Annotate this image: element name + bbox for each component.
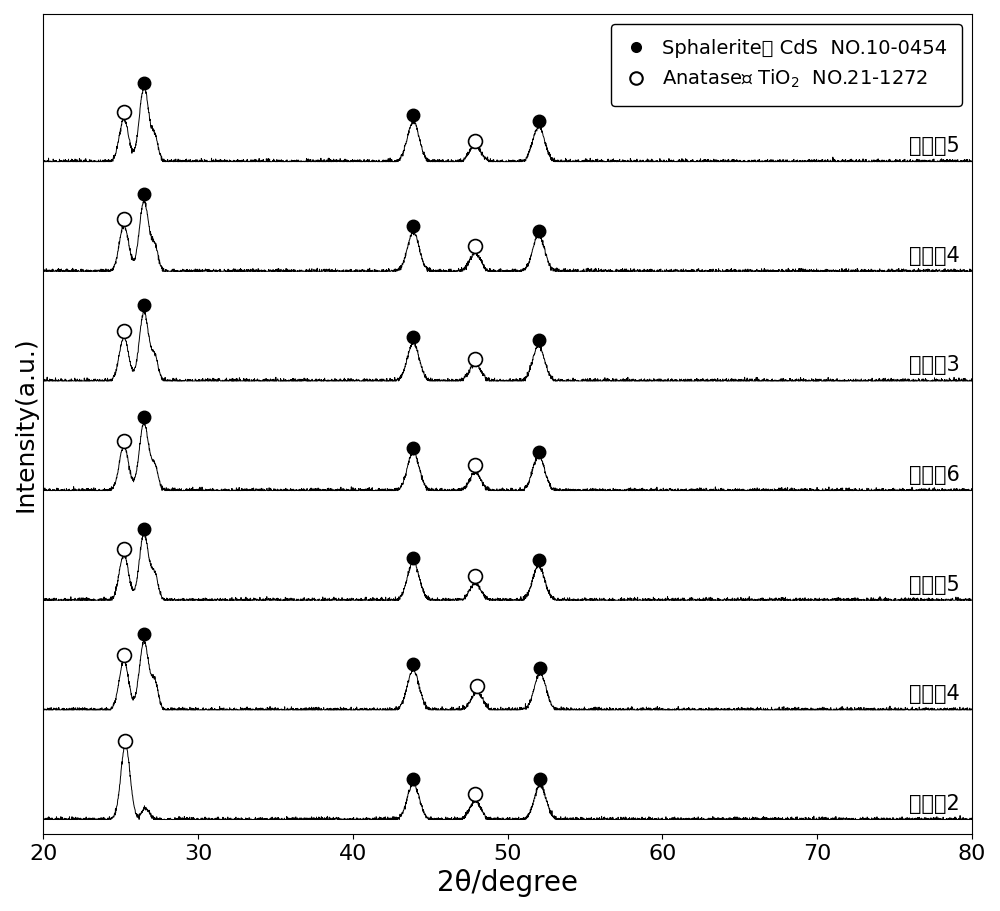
Y-axis label: Intensity(a.u.): Intensity(a.u.) bbox=[14, 336, 38, 512]
Legend: Sphalerite， CdS  NO.10-0454, Anatase， TiO$_2$  NO.21-1272: Sphalerite， CdS NO.10-0454, Anatase， TiO… bbox=[611, 24, 962, 106]
X-axis label: 2θ/degree: 2θ/degree bbox=[437, 869, 578, 897]
Text: 对比例4: 对比例4 bbox=[909, 246, 960, 266]
Text: 实施例5: 实施例5 bbox=[909, 575, 960, 595]
Text: 实施例2: 实施例2 bbox=[909, 793, 960, 814]
Text: 实施例4: 实施例4 bbox=[909, 684, 960, 704]
Text: 对比例3: 对比例3 bbox=[909, 355, 960, 375]
Text: 对比例5: 对比例5 bbox=[909, 136, 960, 156]
Text: 实施例6: 实施例6 bbox=[909, 465, 960, 485]
